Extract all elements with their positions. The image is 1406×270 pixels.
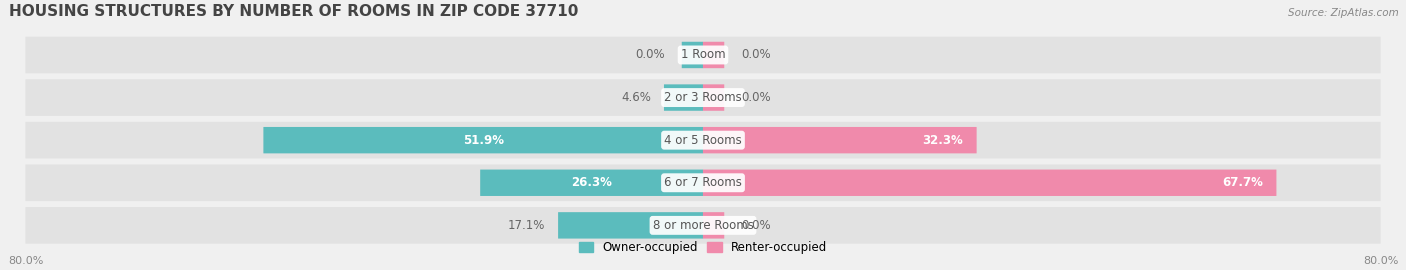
FancyBboxPatch shape: [481, 170, 703, 196]
FancyBboxPatch shape: [703, 127, 977, 153]
FancyBboxPatch shape: [703, 212, 724, 239]
FancyBboxPatch shape: [703, 42, 724, 68]
Text: HOUSING STRUCTURES BY NUMBER OF ROOMS IN ZIP CODE 37710: HOUSING STRUCTURES BY NUMBER OF ROOMS IN…: [8, 4, 578, 19]
Text: 4 or 5 Rooms: 4 or 5 Rooms: [664, 134, 742, 147]
Text: Source: ZipAtlas.com: Source: ZipAtlas.com: [1288, 8, 1399, 18]
FancyBboxPatch shape: [25, 122, 1381, 158]
Text: 26.3%: 26.3%: [571, 176, 612, 189]
Text: 6 or 7 Rooms: 6 or 7 Rooms: [664, 176, 742, 189]
FancyBboxPatch shape: [25, 207, 1381, 244]
Text: 2 or 3 Rooms: 2 or 3 Rooms: [664, 91, 742, 104]
Text: 4.6%: 4.6%: [621, 91, 651, 104]
Text: 8 or more Rooms: 8 or more Rooms: [652, 219, 754, 232]
FancyBboxPatch shape: [25, 79, 1381, 116]
FancyBboxPatch shape: [25, 164, 1381, 201]
Text: 0.0%: 0.0%: [636, 49, 665, 62]
Text: 0.0%: 0.0%: [741, 219, 770, 232]
FancyBboxPatch shape: [25, 37, 1381, 73]
Text: 67.7%: 67.7%: [1222, 176, 1263, 189]
FancyBboxPatch shape: [664, 84, 703, 111]
Text: 17.1%: 17.1%: [508, 219, 546, 232]
FancyBboxPatch shape: [682, 42, 703, 68]
Text: 0.0%: 0.0%: [741, 49, 770, 62]
FancyBboxPatch shape: [263, 127, 703, 153]
Text: 32.3%: 32.3%: [922, 134, 963, 147]
Text: 51.9%: 51.9%: [463, 134, 503, 147]
Legend: Owner-occupied, Renter-occupied: Owner-occupied, Renter-occupied: [574, 236, 832, 258]
Text: 0.0%: 0.0%: [741, 91, 770, 104]
FancyBboxPatch shape: [703, 170, 1277, 196]
Text: 1 Room: 1 Room: [681, 49, 725, 62]
FancyBboxPatch shape: [558, 212, 703, 239]
FancyBboxPatch shape: [703, 84, 724, 111]
